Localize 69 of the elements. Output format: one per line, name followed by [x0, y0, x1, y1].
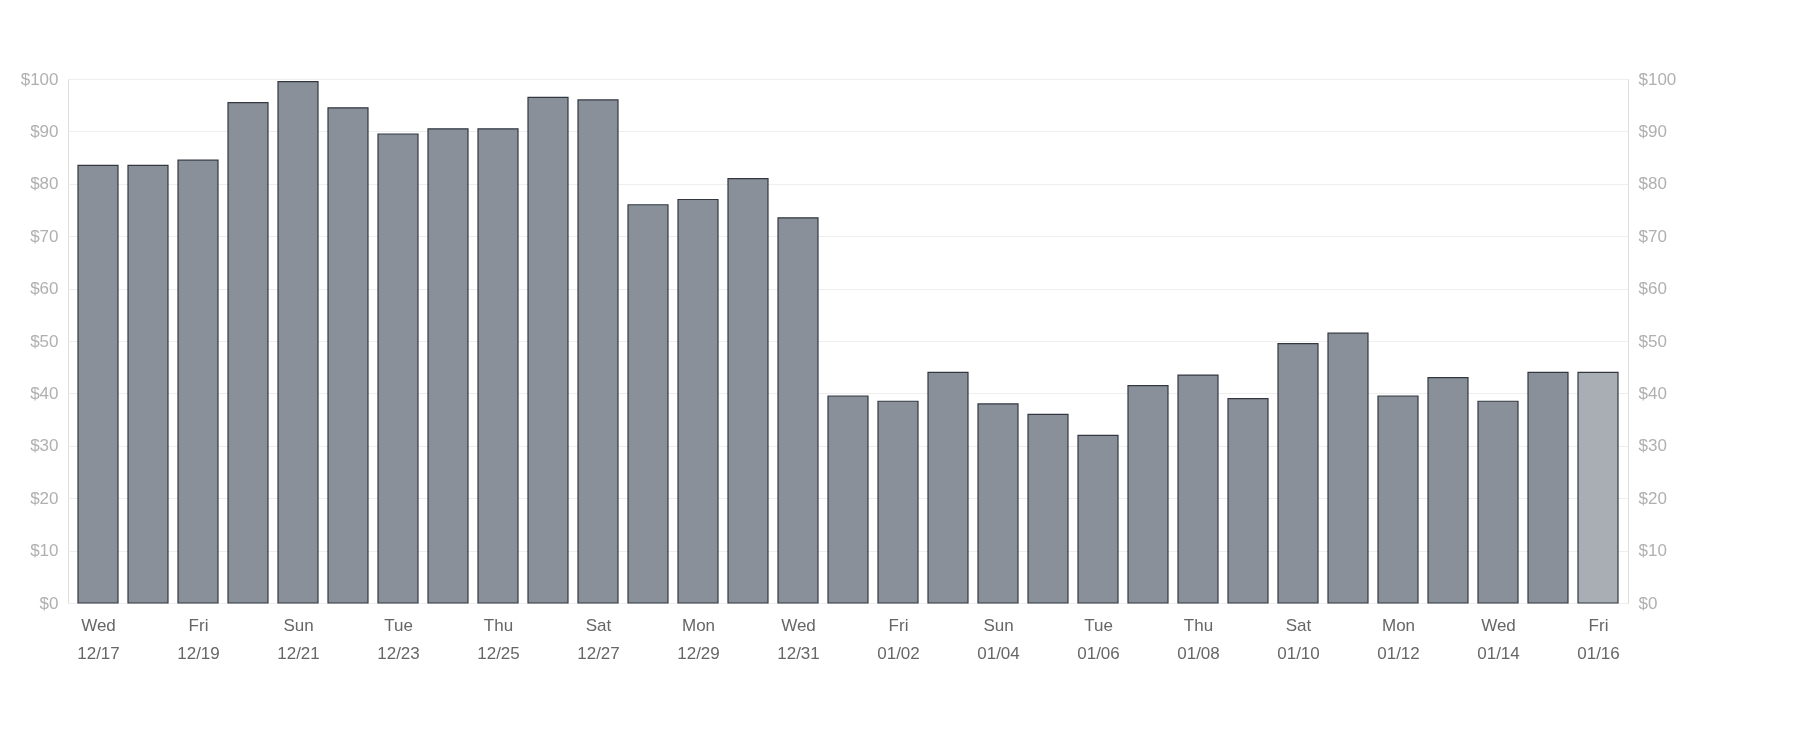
x-tick-label: Fri 01/16	[1577, 615, 1620, 663]
bar	[777, 217, 819, 604]
bar	[527, 96, 569, 604]
bar	[1227, 398, 1269, 604]
x-tick-label: Tue 01/06	[1077, 615, 1120, 663]
bar	[827, 395, 869, 604]
bar	[427, 128, 469, 604]
x-tick-label: Fri 01/02	[877, 615, 920, 663]
bar	[1177, 374, 1219, 604]
bar	[377, 133, 419, 604]
x-tick-label: Mon 01/12	[1377, 615, 1420, 663]
x-tick-label: Thu 12/25	[477, 615, 520, 663]
bar	[277, 81, 319, 604]
y-tick-label: $100	[20, 69, 59, 89]
bar	[727, 177, 769, 604]
x-tick-label: Wed 01/14	[1477, 615, 1520, 663]
bar	[577, 99, 619, 604]
bar	[1327, 332, 1369, 604]
x-tick-label: Tue 12/23	[377, 615, 420, 663]
y2-tick-label: $70	[1638, 226, 1667, 246]
x-tick-label: Sun 12/21	[277, 615, 320, 663]
y2-tick-label: $90	[1638, 121, 1667, 141]
y2-tick-label: $60	[1638, 279, 1667, 299]
bar	[127, 164, 169, 604]
bar	[227, 101, 269, 604]
y-tick-label: $90	[30, 121, 59, 141]
x-tick-label: Sun 01/04	[977, 615, 1020, 663]
x-tick-label: Thu 01/08	[1177, 615, 1220, 663]
bar	[1527, 371, 1569, 604]
y2-tick-label: $20	[1638, 488, 1667, 508]
y2-tick-label: $0	[1638, 593, 1658, 613]
bar	[1477, 400, 1519, 604]
y2-tick-label: $30	[1638, 436, 1667, 456]
y2-tick-label: $50	[1638, 331, 1667, 351]
y-tick-label: $20	[30, 488, 59, 508]
bar	[77, 164, 119, 604]
y-tick-label: $60	[30, 279, 59, 299]
x-tick-label: Mon 12/29	[677, 615, 720, 663]
y-tick-label: $50	[30, 331, 59, 351]
bar	[1427, 377, 1469, 604]
y2-tick-label: $40	[1638, 383, 1667, 403]
x-tick-label: Wed 12/17	[77, 615, 120, 663]
bar	[1027, 413, 1069, 604]
bar	[1377, 395, 1419, 604]
bar	[627, 204, 669, 604]
y2-tick-label: $80	[1638, 174, 1667, 194]
bar	[877, 400, 919, 604]
x-tick-label: Fri 12/19	[177, 615, 220, 663]
bar	[1077, 434, 1119, 604]
y-tick-label: $30	[30, 436, 59, 456]
bar	[677, 198, 719, 604]
bar	[327, 107, 369, 604]
y2-tick-label: $100	[1638, 69, 1677, 89]
y-tick-label: $0	[39, 593, 59, 613]
x-tick-label: Sat 01/10	[1277, 615, 1320, 663]
bar	[927, 371, 969, 604]
bar	[1127, 384, 1169, 604]
y-tick-label: $80	[30, 174, 59, 194]
x-tick-label: Sat 12/27	[577, 615, 620, 663]
bar	[1277, 343, 1319, 604]
y2-tick-label: $10	[1638, 541, 1667, 561]
y-tick-label: $70	[30, 226, 59, 246]
y-tick-label: $10	[30, 541, 59, 561]
y-tick-label: $40	[30, 383, 59, 403]
x-tick-label: Wed 12/31	[777, 615, 820, 663]
bar	[477, 128, 519, 604]
bar	[977, 403, 1019, 604]
bar	[177, 159, 219, 604]
bar	[1577, 371, 1619, 604]
